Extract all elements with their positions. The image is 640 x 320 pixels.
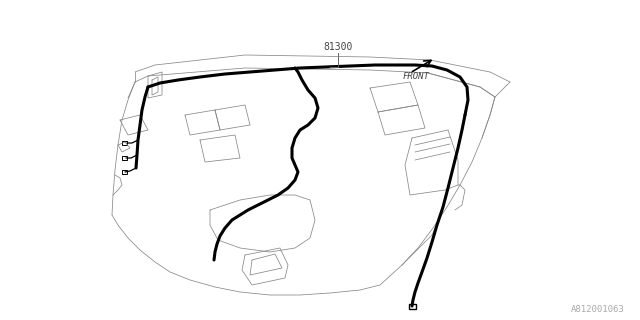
Bar bbox=[409, 304, 416, 309]
Text: 81300: 81300 bbox=[323, 42, 353, 52]
Bar bbox=[122, 170, 127, 174]
Text: A812001063: A812001063 bbox=[572, 305, 625, 314]
Text: FRONT: FRONT bbox=[403, 71, 430, 81]
Bar bbox=[122, 141, 127, 145]
Bar bbox=[122, 156, 127, 160]
